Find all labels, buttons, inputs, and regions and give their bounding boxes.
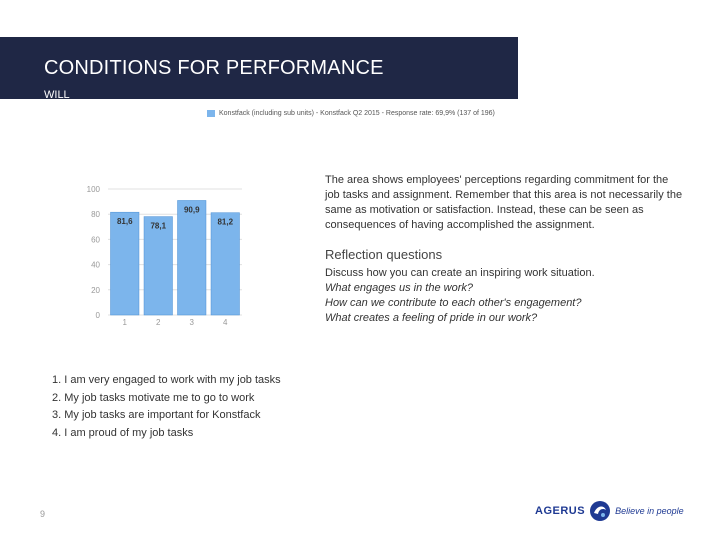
slide-number: 9: [40, 509, 46, 519]
agerus-logo: AGERUS Believe in people: [535, 500, 684, 522]
logo-wordmark: AGERUS: [535, 505, 586, 517]
legend-label: Konstfack (including sub units) - Konstf…: [219, 110, 495, 117]
legend-swatch: [207, 110, 215, 117]
logo-tagline: Believe in people: [615, 506, 684, 516]
info-description: The area shows employees' perceptions re…: [325, 174, 683, 231]
y-tick-label: 0: [96, 311, 101, 320]
x-tick-label: 2: [156, 318, 161, 327]
page-title: CONDITIONS FOR PERFORMANCE: [44, 57, 384, 79]
y-tick-label: 100: [87, 185, 101, 194]
y-tick-label: 80: [91, 210, 100, 219]
y-tick-label: 20: [91, 286, 100, 295]
header-band: [0, 37, 518, 99]
bar-value-label: 78,1: [150, 222, 166, 231]
x-tick-label: 3: [190, 318, 195, 327]
reflection-intro: Discuss how you can create an inspiring …: [325, 267, 595, 279]
list-item: 2. My job tasks motivate me to go to wor…: [52, 391, 255, 404]
bar-value-label: 81,6: [117, 217, 133, 226]
y-tick-label: 40: [91, 261, 100, 270]
bar: [110, 211, 140, 316]
bar-value-label: 81,2: [217, 218, 233, 227]
x-tick-label: 4: [223, 318, 228, 327]
bar: [143, 216, 173, 316]
bar-value-label: 90,9: [184, 205, 200, 214]
bar: [177, 200, 207, 316]
list-item: 1. I am very engaged to work with my job…: [52, 374, 281, 386]
x-tick-label: 1: [123, 318, 128, 327]
reflection-question: What creates a feeling of pride in our w…: [325, 312, 538, 324]
reflection-questions: What engages us in the work? How can we …: [325, 281, 685, 326]
reflection-title: Reflection questions: [325, 247, 443, 262]
logo-swirl-icon: [590, 501, 611, 521]
info-panel: The area shows employees' perceptions re…: [325, 173, 685, 326]
page-subtitle: WILL: [44, 89, 70, 101]
chart-legend: Konstfack (including sub units) - Konstf…: [207, 110, 495, 117]
item-list: 1. I am very engaged to work with my job…: [52, 372, 281, 442]
list-item: 4. I am proud of my job tasks: [52, 426, 194, 439]
reflection-question: What engages us in the work?: [325, 282, 473, 294]
list-item: 3. My job tasks are important for Konstf…: [52, 409, 261, 421]
bar-chart: 0 20 40 60 80 100 81,6 1 78,1 2 90,9 3 81,2 4: [87, 185, 242, 327]
bar: [210, 212, 240, 316]
y-tick-label: 60: [91, 235, 100, 244]
reflection-question: How can we contribute to each other's en…: [325, 297, 582, 309]
